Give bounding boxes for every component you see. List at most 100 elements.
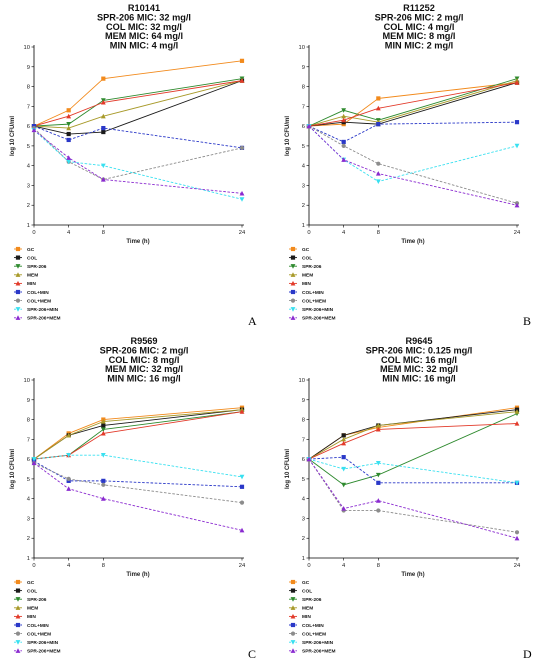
data-point-mem xyxy=(514,409,520,414)
series-line-min xyxy=(33,80,243,127)
chart-title: R10141 SPR-206 MIC: 32 mg/l COL MIC: 32 mg… xyxy=(97,3,191,51)
chart-title-line: COL MIC: 8 mg/l xyxy=(109,355,180,365)
legend-item-spr-206-min: SPR-206+MIN xyxy=(14,640,59,646)
legend-marker xyxy=(15,289,21,295)
legend-item-col-mem: COL+MEM xyxy=(14,631,51,637)
data-point-spr-206-min xyxy=(31,457,37,462)
series-line-col xyxy=(308,82,518,127)
legend-label: MEM xyxy=(302,606,313,612)
data-point-gc xyxy=(239,58,245,63)
data-point-spr-206-mem xyxy=(375,498,381,503)
chart-title-line: SPR-206 MIC: 2 mg/l xyxy=(100,345,189,355)
data-point-spr-206 xyxy=(66,122,72,127)
legend-marker xyxy=(290,255,296,260)
x-tick-label: 4 xyxy=(342,230,346,236)
legend-marker xyxy=(15,298,21,303)
legend-marker xyxy=(15,648,21,653)
chart-title-line: SPR-206 MIC: 2 mg/l xyxy=(375,12,464,22)
y-tick-label: 10 xyxy=(299,378,305,384)
data-point-col-min xyxy=(239,484,245,489)
legend-item-col-mem: COL+MEM xyxy=(289,631,326,637)
y-tick-label: 2 xyxy=(302,536,305,542)
legend-marker xyxy=(290,246,296,252)
y-tick-label: 6 xyxy=(302,457,305,463)
y-tick-label: 7 xyxy=(27,437,30,443)
x-tick-label: 0 xyxy=(307,563,310,569)
legend-label: GC xyxy=(302,247,310,253)
y-tick-label: 3 xyxy=(302,516,305,522)
series-line-gc xyxy=(308,82,518,127)
y-tick-label: 8 xyxy=(27,85,30,91)
x-tick-label: 24 xyxy=(514,563,521,569)
data-point-gc xyxy=(376,96,381,101)
legend-item-col-min: COL+MIN xyxy=(14,623,49,629)
series-line-col xyxy=(308,409,518,460)
chart-title-line: MEM MIC: 8 mg/l xyxy=(383,31,456,41)
chart-title-line: MEM MIC: 32 mg/l xyxy=(105,364,183,374)
data-point-min xyxy=(239,409,245,414)
legend: GC COL SPR-206 MEM MIN COL+MIN COL+MEM SPR-206+… xyxy=(14,580,60,655)
legend-label: COL+MIN xyxy=(27,290,49,296)
legend-marker xyxy=(15,315,21,320)
x-tick-label: 0 xyxy=(307,230,310,236)
series-spr-206-min xyxy=(31,453,245,480)
legend-marker xyxy=(290,272,296,277)
panel-letter: C xyxy=(248,647,256,661)
panel-b: R11252 SPR-206 MIC: 2 mg/l COL MIC: 4 mg/l… xyxy=(275,0,550,336)
legend-marker xyxy=(290,605,296,610)
data-point-col xyxy=(101,423,106,428)
y-tick-label: 8 xyxy=(302,418,305,424)
data-point-col-mem xyxy=(66,476,71,481)
panel-c: R9569 SPR-206 MIC: 2 mg/l COL MIC: 8 mg/l M… xyxy=(0,333,275,669)
chart-title-line: R9645 xyxy=(405,336,432,346)
data-point-col-min xyxy=(376,480,381,485)
x-tick-label: 0 xyxy=(32,230,35,236)
legend-label: SPR-206+MIN xyxy=(302,640,334,646)
data-point-spr-206-mem xyxy=(66,486,72,491)
legend-label: MIN xyxy=(27,614,36,620)
series-line-mem xyxy=(308,80,518,127)
legend-item-col-min: COL+MIN xyxy=(289,290,324,296)
data-point-col-min xyxy=(101,478,106,483)
legend-item-col-mem: COL+MEM xyxy=(289,298,326,304)
series-col-min xyxy=(31,458,245,489)
legend-marker xyxy=(290,622,296,628)
data-point-min xyxy=(341,440,347,446)
legend-label: SPR-206+MIN xyxy=(302,307,334,313)
series-line-spr-206 xyxy=(308,78,518,127)
panel-d: R9645 SPR-206 MIC: 0.125 mg/l COL MIC: 16 … xyxy=(275,333,550,669)
y-tick-label: 9 xyxy=(27,65,30,71)
legend-item-spr-206-mem: SPR-206+MEM xyxy=(14,315,60,322)
series-col-mem xyxy=(306,457,520,535)
chart-title-line: R11252 xyxy=(403,3,435,13)
x-axis-label: Time (h) xyxy=(126,239,149,245)
series-spr-206-min xyxy=(306,457,520,486)
legend-marker xyxy=(15,307,21,312)
x-tick-label: 24 xyxy=(239,563,246,569)
y-tick-label: 6 xyxy=(27,124,30,130)
panel-a: R10141 SPR-206 MIC: 32 mg/l COL MIC: 32 mg… xyxy=(0,0,275,336)
legend-marker xyxy=(290,648,296,653)
y-tick-label: 2 xyxy=(302,203,305,209)
legend-item-col: COL xyxy=(14,255,37,261)
data-point-col-min xyxy=(101,125,106,131)
data-point-min xyxy=(100,430,106,436)
series-line-spr-206 xyxy=(308,413,518,486)
series-line-spr-206-min xyxy=(33,454,243,478)
legend-label: GC xyxy=(27,247,35,253)
data-point-spr-206-mem xyxy=(375,171,381,176)
legend-marker xyxy=(15,272,21,277)
legend-label: MEM xyxy=(27,273,38,279)
legend-item-col-min: COL+MIN xyxy=(14,290,49,296)
chart-title-line: MIN MIC: 16 mg/l xyxy=(107,374,181,384)
legend-item-spr-206: SPR-206 xyxy=(14,597,47,603)
chart-r9645: R9645 SPR-206 MIC: 0.125 mg/l COL MIC: 16 … xyxy=(285,336,532,661)
legend-label: COL+MIN xyxy=(27,623,49,629)
legend-marker xyxy=(15,613,21,619)
series-spr-206-mem xyxy=(306,123,520,208)
legend-item-min: MIN xyxy=(289,280,311,287)
legend-label: SPR-206 xyxy=(302,264,322,270)
legend-item-spr-206: SPR-206 xyxy=(14,264,47,270)
x-tick-label: 8 xyxy=(377,230,380,236)
chart-title-line: MIN MIC: 16 mg/l xyxy=(382,374,456,384)
